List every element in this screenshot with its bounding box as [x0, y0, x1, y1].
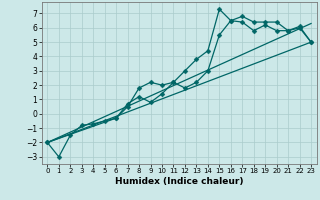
X-axis label: Humidex (Indice chaleur): Humidex (Indice chaleur) [115, 177, 244, 186]
